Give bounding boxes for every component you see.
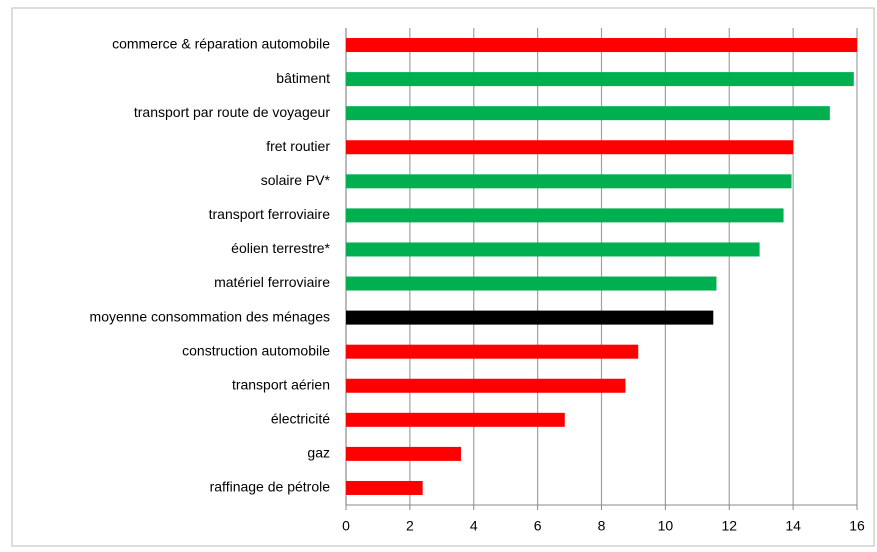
bar bbox=[346, 344, 639, 359]
y-tick-label: transport ferroviaire bbox=[209, 206, 331, 222]
bar bbox=[346, 72, 854, 87]
y-tick-label: commerce & réparation automobile bbox=[112, 36, 330, 52]
bar bbox=[346, 276, 717, 291]
y-tick-label: éolien terrestre* bbox=[231, 240, 330, 256]
x-tick-label: 8 bbox=[598, 518, 606, 534]
x-tick-label: 4 bbox=[470, 518, 478, 534]
y-tick-label: gaz bbox=[307, 445, 330, 461]
y-tick-label: électricité bbox=[271, 411, 330, 427]
x-tick-label: 14 bbox=[785, 518, 801, 534]
y-tick-label: transport aérien bbox=[232, 376, 330, 392]
y-tick-label: bâtiment bbox=[276, 70, 330, 86]
bar bbox=[346, 412, 565, 427]
bar bbox=[346, 378, 626, 393]
y-tick-label: construction automobile bbox=[182, 342, 330, 358]
bar bbox=[346, 174, 792, 189]
bar bbox=[346, 446, 461, 461]
x-tick-label: 2 bbox=[406, 518, 414, 534]
y-tick-label: moyenne consommation des ménages bbox=[90, 308, 330, 324]
bar bbox=[346, 310, 714, 325]
y-tick-label: matériel ferroviaire bbox=[214, 274, 330, 290]
bar bbox=[346, 208, 784, 223]
bar bbox=[346, 480, 423, 495]
x-tick-label: 0 bbox=[342, 518, 350, 534]
bar bbox=[346, 38, 857, 53]
bar bbox=[346, 106, 830, 121]
y-tick-label: transport par route de voyageur bbox=[134, 104, 330, 120]
y-tick-label: raffinage de pétrole bbox=[210, 479, 331, 495]
bar bbox=[346, 140, 794, 155]
x-tick-label: 6 bbox=[534, 518, 542, 534]
y-tick-label: fret routier bbox=[266, 138, 330, 154]
x-tick-label: 16 bbox=[849, 518, 865, 534]
y-tick-label: solaire PV* bbox=[261, 172, 331, 188]
x-tick-label: 12 bbox=[721, 518, 737, 534]
x-tick-label: 10 bbox=[658, 518, 674, 534]
bar bbox=[346, 242, 760, 257]
